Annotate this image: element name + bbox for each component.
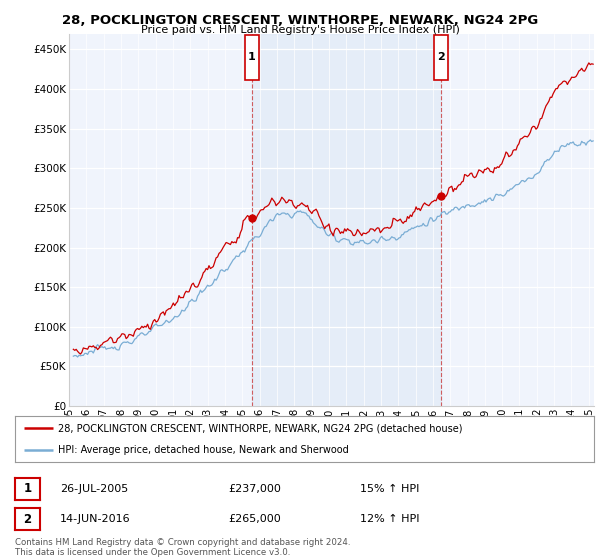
Text: 1: 1	[23, 482, 32, 496]
Bar	[252, 34, 440, 406]
Text: 14-JUN-2016: 14-JUN-2016	[60, 514, 131, 524]
Text: 12% ↑ HPI: 12% ↑ HPI	[360, 514, 419, 524]
Text: 2: 2	[437, 53, 445, 62]
Text: Contains HM Land Registry data © Crown copyright and database right 2024.
This d: Contains HM Land Registry data © Crown c…	[15, 538, 350, 557]
Text: 28, POCKLINGTON CRESCENT, WINTHORPE, NEWARK, NG24 2PG (detached house): 28, POCKLINGTON CRESCENT, WINTHORPE, NEW…	[58, 423, 463, 433]
FancyBboxPatch shape	[434, 35, 448, 80]
Text: 1: 1	[248, 53, 256, 62]
Text: 15% ↑ HPI: 15% ↑ HPI	[360, 484, 419, 494]
Text: 26-JUL-2005: 26-JUL-2005	[60, 484, 128, 494]
Text: 28, POCKLINGTON CRESCENT, WINTHORPE, NEWARK, NG24 2PG: 28, POCKLINGTON CRESCENT, WINTHORPE, NEW…	[62, 14, 538, 27]
Text: £265,000: £265,000	[228, 514, 281, 524]
Text: HPI: Average price, detached house, Newark and Sherwood: HPI: Average price, detached house, Newa…	[58, 445, 349, 455]
Text: £237,000: £237,000	[228, 484, 281, 494]
FancyBboxPatch shape	[245, 35, 259, 80]
Text: Price paid vs. HM Land Registry's House Price Index (HPI): Price paid vs. HM Land Registry's House …	[140, 25, 460, 35]
Text: 2: 2	[23, 512, 32, 526]
